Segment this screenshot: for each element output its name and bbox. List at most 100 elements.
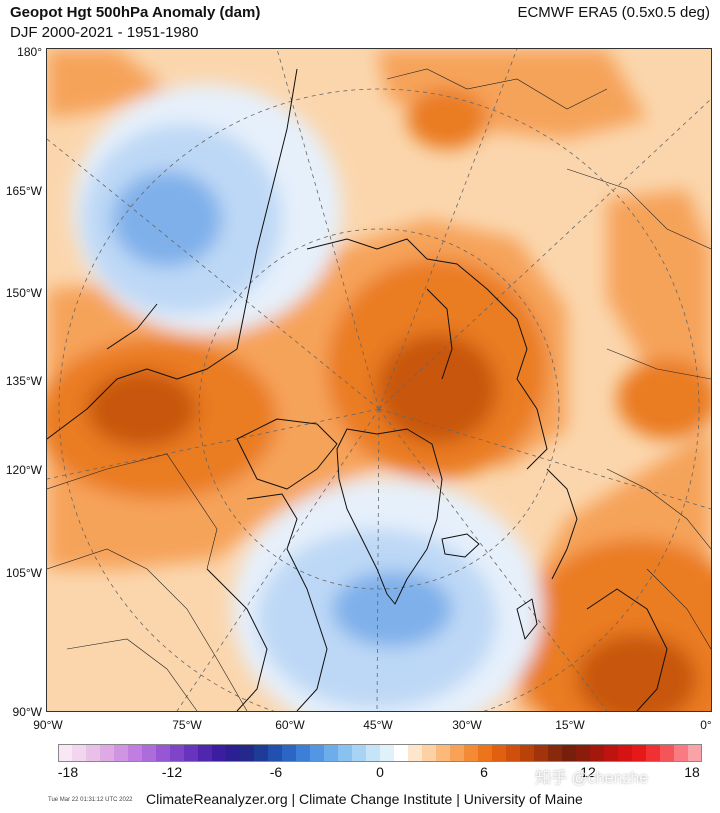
axis-label-105w: 105°W	[5, 566, 42, 580]
meridian-line	[47, 408, 380, 480]
colorbar-swatch	[240, 744, 255, 762]
border-line	[47, 453, 218, 570]
colorbar-swatch	[114, 744, 129, 762]
axis-label-bottom-60w: 60°W	[275, 718, 305, 732]
axis-label-90w: 90°W	[12, 705, 42, 719]
generation-timestamp: Tue Mar 22 01:31:12 UTC 2022	[48, 797, 133, 803]
colorbar-swatch	[268, 744, 283, 762]
colorbar-swatch	[646, 744, 661, 762]
colorbar-swatch	[632, 744, 647, 762]
colorbar-swatch	[492, 744, 507, 762]
iceland-coast	[441, 533, 480, 558]
map-svg	[47, 49, 711, 711]
anomaly-field	[47, 49, 711, 711]
british-isles-coast	[516, 598, 538, 640]
political-borders	[47, 68, 711, 711]
novaya-zemlya-coast	[426, 288, 453, 380]
meridian-line	[376, 408, 380, 711]
alaska-coast	[47, 68, 298, 440]
hudson-bay-coast	[206, 568, 268, 711]
colorbar-swatch	[366, 744, 381, 762]
border-line	[646, 568, 711, 650]
border-line	[566, 168, 711, 250]
colorbar-swatch	[618, 744, 633, 762]
axis-label-bottom-45w: 45°W	[363, 718, 393, 732]
data-source: ECMWF ERA5 (0.5x0.5 deg)	[517, 4, 710, 21]
border-line	[606, 348, 711, 380]
axis-label-150w: 150°W	[5, 286, 42, 300]
colorbar-swatch	[212, 744, 227, 762]
border-line	[386, 68, 608, 110]
watermark: 知乎 @chenzhe	[535, 770, 649, 787]
meridian-line	[378, 408, 608, 711]
colorbar-swatch	[464, 744, 479, 762]
negative-core-pacific	[112, 171, 222, 267]
max-positive-core-alaska	[87, 371, 197, 447]
alaska-inlet-coast	[106, 303, 158, 350]
colorbar-swatch	[674, 744, 689, 762]
colorbar-swatch	[156, 744, 171, 762]
strong-positive-east	[617, 359, 711, 439]
latitude-circle-inner	[198, 228, 560, 590]
colorbar-swatch	[534, 744, 549, 762]
strong-positive-north	[407, 89, 487, 149]
colorbar-swatch	[198, 744, 213, 762]
colorbar-swatch	[422, 744, 437, 762]
border-line	[47, 548, 248, 711]
colorbar-swatch	[170, 744, 185, 762]
scandinavia-coast	[546, 468, 578, 580]
axis-label-bottom-15w: 15°W	[555, 718, 585, 732]
colorbar-swatch	[478, 744, 493, 762]
colorbar-swatch	[576, 744, 591, 762]
colorbar-tick-label: 6	[480, 764, 488, 780]
colorbar-swatch	[548, 744, 563, 762]
colorbar-swatch	[520, 744, 535, 762]
coastlines	[47, 68, 668, 711]
meridian-line	[276, 49, 380, 410]
colorbar-swatch	[352, 744, 367, 762]
max-positive-core-siberia	[377, 334, 497, 444]
colorbar-swatch	[506, 744, 521, 762]
colorbar-swatch	[408, 744, 423, 762]
negative-core-greenland	[332, 571, 452, 647]
colorbar-swatch	[128, 744, 143, 762]
colorbar-swatch	[86, 744, 101, 762]
positive-region-east	[607, 189, 711, 379]
europe-coast	[586, 588, 668, 711]
colorbar-swatch	[282, 744, 297, 762]
colorbar-tick-label: 18	[684, 764, 700, 780]
colorbar-swatch	[100, 744, 115, 762]
map-title: Geopot Hgt 500hPa Anomaly (dam)	[10, 4, 261, 21]
colorbar-swatch	[590, 744, 605, 762]
axis-label-bottom-75w: 75°W	[172, 718, 202, 732]
positive-region-northwest	[47, 49, 167, 119]
arctic-archipelago-coast	[236, 418, 338, 490]
axis-label-bottom-0: 0°	[700, 718, 712, 732]
colorbar-swatch	[436, 744, 451, 762]
colorbar-swatch	[184, 744, 199, 762]
map-subtitle: DJF 2000-2021 - 1951-1980	[10, 24, 199, 41]
axis-label-120w: 120°W	[5, 463, 42, 477]
credit-line: ClimateReanalyzer.org | Climate Change I…	[146, 791, 583, 807]
axis-label-bottom-90w: 90°W	[33, 718, 63, 732]
graticule	[47, 49, 711, 711]
colorbar-swatch	[310, 744, 325, 762]
colorbar-swatch	[604, 744, 619, 762]
colorbar-tick-label: 12	[580, 764, 596, 780]
colorbar-swatch	[142, 744, 157, 762]
meridian-line	[378, 98, 711, 410]
border-line	[66, 638, 198, 711]
colorbar-swatch	[226, 744, 241, 762]
colorbar-frame	[58, 744, 702, 762]
axis-label-135w: 135°W	[5, 374, 42, 388]
colorbar-swatch	[394, 744, 409, 762]
colorbar-swatch	[296, 744, 311, 762]
colorbar-tick-label: -6	[269, 764, 283, 780]
canada-east-coast	[246, 493, 328, 711]
anomaly-map	[46, 48, 712, 712]
siberia-coast	[306, 238, 548, 470]
meridian-line	[378, 408, 711, 510]
border-line	[606, 468, 711, 550]
max-positive-core-europe	[577, 634, 697, 711]
colorbar-tick-label: -12	[161, 764, 183, 780]
